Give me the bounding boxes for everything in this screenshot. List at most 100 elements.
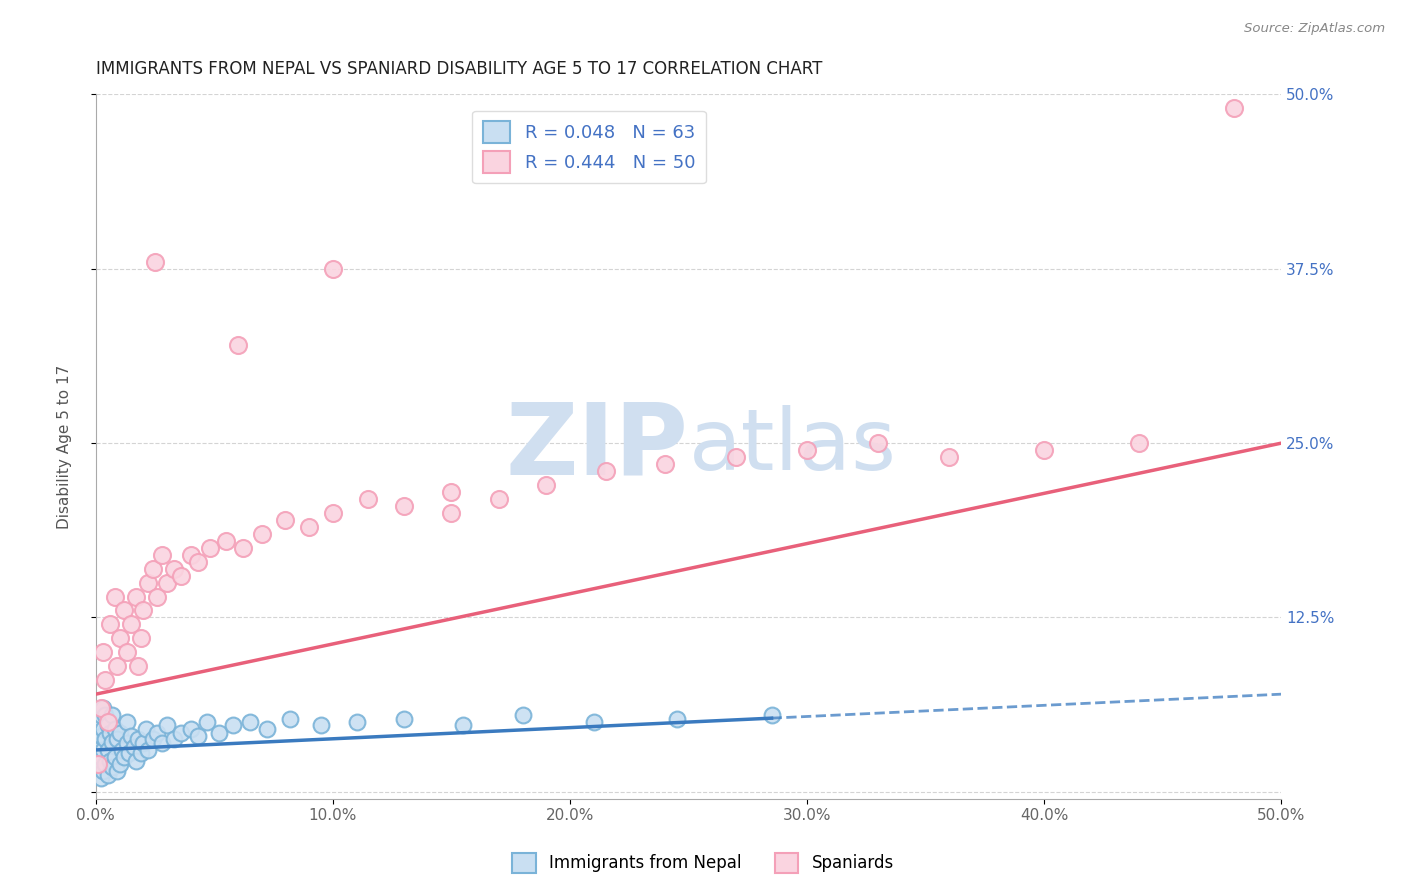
Point	[98, 617, 121, 632]
Point	[440, 484, 463, 499]
Point	[108, 756, 131, 771]
Point	[163, 731, 186, 746]
Point	[250, 526, 273, 541]
Point	[101, 708, 124, 723]
Point	[761, 708, 783, 723]
Point	[87, 756, 110, 771]
Point	[215, 533, 238, 548]
Point	[115, 736, 138, 750]
Point	[239, 714, 262, 729]
Point	[1128, 436, 1150, 450]
Point	[105, 731, 128, 746]
Point	[156, 718, 179, 732]
Point	[146, 726, 169, 740]
Point	[101, 734, 124, 748]
Point	[115, 714, 138, 729]
Point	[87, 756, 110, 771]
Point	[392, 499, 415, 513]
Point	[94, 708, 117, 723]
Point	[125, 590, 148, 604]
Point	[94, 731, 117, 746]
Point	[357, 491, 380, 506]
Point	[91, 743, 114, 757]
Point	[274, 513, 297, 527]
Point	[90, 750, 112, 764]
Point	[392, 712, 415, 726]
Point	[97, 743, 120, 757]
Point	[1223, 102, 1246, 116]
Point	[90, 701, 112, 715]
Point	[232, 541, 254, 555]
Point	[1033, 443, 1056, 458]
Point	[122, 740, 145, 755]
Point	[125, 754, 148, 768]
Point	[536, 478, 558, 492]
Point	[136, 575, 159, 590]
Point	[226, 338, 249, 352]
Point	[135, 722, 157, 736]
Point	[90, 771, 112, 785]
Point	[156, 575, 179, 590]
Point	[118, 746, 141, 760]
Point	[488, 491, 510, 506]
Point	[136, 743, 159, 757]
Point	[142, 731, 165, 746]
Point	[97, 714, 120, 729]
Point	[120, 729, 142, 743]
Point	[170, 568, 193, 582]
Point	[309, 718, 332, 732]
Point	[91, 701, 114, 715]
Point	[180, 548, 202, 562]
Point	[94, 756, 117, 771]
Y-axis label: Disability Age 5 to 17: Disability Age 5 to 17	[58, 365, 72, 529]
Point	[91, 722, 114, 736]
Point	[115, 645, 138, 659]
Point	[90, 729, 112, 743]
Point	[322, 261, 344, 276]
Point	[112, 750, 135, 764]
Point	[87, 714, 110, 729]
Text: ZIP: ZIP	[506, 398, 689, 495]
Point	[938, 450, 960, 464]
Point	[146, 590, 169, 604]
Point	[187, 729, 209, 743]
Point	[346, 714, 368, 729]
Text: atlas: atlas	[689, 405, 897, 488]
Point	[104, 590, 127, 604]
Point	[97, 768, 120, 782]
Point	[724, 450, 747, 464]
Point	[512, 708, 534, 723]
Point	[322, 506, 344, 520]
Point	[654, 457, 676, 471]
Point	[108, 726, 131, 740]
Point	[595, 464, 617, 478]
Point	[129, 746, 152, 760]
Point	[87, 736, 110, 750]
Point	[868, 436, 890, 450]
Point	[180, 722, 202, 736]
Point	[91, 764, 114, 778]
Point	[278, 712, 301, 726]
Point	[132, 736, 155, 750]
Text: Source: ZipAtlas.com: Source: ZipAtlas.com	[1244, 22, 1385, 36]
Point	[256, 722, 278, 736]
Point	[112, 603, 135, 617]
Point	[143, 254, 166, 268]
Point	[298, 520, 321, 534]
Point	[665, 712, 688, 726]
Point	[127, 659, 149, 673]
Point	[90, 708, 112, 723]
Point	[198, 541, 221, 555]
Point	[104, 722, 127, 736]
Point	[150, 548, 173, 562]
Point	[98, 754, 121, 768]
Point	[101, 760, 124, 774]
Point	[98, 726, 121, 740]
Point	[94, 673, 117, 688]
Point	[440, 506, 463, 520]
Legend: R = 0.048   N = 63, R = 0.444   N = 50: R = 0.048 N = 63, R = 0.444 N = 50	[472, 111, 706, 184]
Point	[796, 443, 818, 458]
Text: IMMIGRANTS FROM NEPAL VS SPANIARD DISABILITY AGE 5 TO 17 CORRELATION CHART: IMMIGRANTS FROM NEPAL VS SPANIARD DISABI…	[96, 60, 823, 78]
Point	[170, 726, 193, 740]
Point	[453, 718, 475, 732]
